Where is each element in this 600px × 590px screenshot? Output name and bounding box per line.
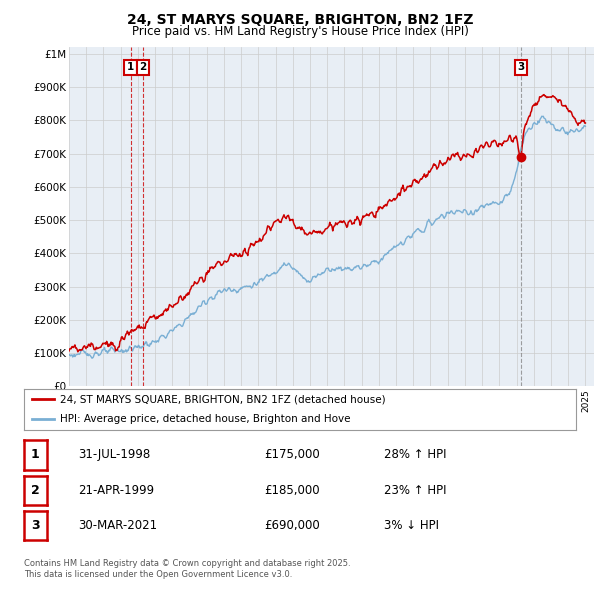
Text: 2: 2 bbox=[140, 62, 147, 72]
Text: £690,000: £690,000 bbox=[264, 519, 320, 532]
Text: 24, ST MARYS SQUARE, BRIGHTON, BN2 1FZ (detached house): 24, ST MARYS SQUARE, BRIGHTON, BN2 1FZ (… bbox=[60, 395, 386, 404]
Text: Contains HM Land Registry data © Crown copyright and database right 2025.: Contains HM Land Registry data © Crown c… bbox=[24, 559, 350, 568]
Text: 3% ↓ HPI: 3% ↓ HPI bbox=[384, 519, 439, 532]
Text: £175,000: £175,000 bbox=[264, 448, 320, 461]
Text: 21-APR-1999: 21-APR-1999 bbox=[78, 484, 154, 497]
Text: 31-JUL-1998: 31-JUL-1998 bbox=[78, 448, 150, 461]
Text: Price paid vs. HM Land Registry's House Price Index (HPI): Price paid vs. HM Land Registry's House … bbox=[131, 25, 469, 38]
Text: HPI: Average price, detached house, Brighton and Hove: HPI: Average price, detached house, Brig… bbox=[60, 415, 350, 424]
Text: 28% ↑ HPI: 28% ↑ HPI bbox=[384, 448, 446, 461]
Text: 2: 2 bbox=[31, 484, 40, 497]
Text: 30-MAR-2021: 30-MAR-2021 bbox=[78, 519, 157, 532]
Text: £185,000: £185,000 bbox=[264, 484, 320, 497]
Text: 1: 1 bbox=[31, 448, 40, 461]
Text: 3: 3 bbox=[31, 519, 40, 532]
Text: 24, ST MARYS SQUARE, BRIGHTON, BN2 1FZ: 24, ST MARYS SQUARE, BRIGHTON, BN2 1FZ bbox=[127, 13, 473, 27]
Text: 3: 3 bbox=[517, 62, 524, 72]
Text: This data is licensed under the Open Government Licence v3.0.: This data is licensed under the Open Gov… bbox=[24, 571, 292, 579]
Text: 1: 1 bbox=[127, 62, 134, 72]
Text: 23% ↑ HPI: 23% ↑ HPI bbox=[384, 484, 446, 497]
